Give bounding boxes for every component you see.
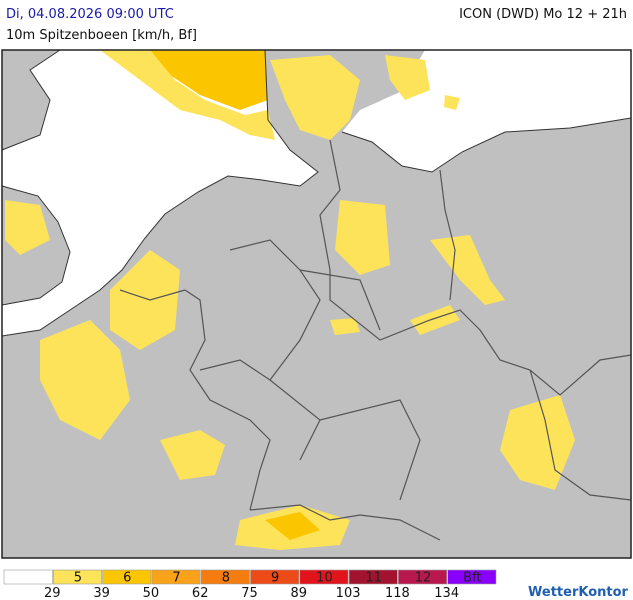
coastline xyxy=(1,49,632,337)
legend-swatch xyxy=(3,569,53,585)
gust-area xyxy=(430,235,505,305)
gust-area xyxy=(410,305,460,335)
legend-bf-label: 10 xyxy=(316,571,333,586)
subtitle: 10m Spitzenboeen [km/h, Bf] xyxy=(6,28,197,43)
gust-area xyxy=(40,320,130,440)
legend-swatch xyxy=(398,569,447,585)
gust-area xyxy=(335,200,390,275)
map-frame xyxy=(1,49,632,559)
logo: WetterKontor xyxy=(528,585,629,600)
legend-kmh-label: 62 xyxy=(192,586,209,600)
state-border xyxy=(199,239,421,501)
legend-swatch xyxy=(102,569,152,585)
title-left: Di, 04.08.2026 09:00 UTC xyxy=(6,7,174,22)
legend-swatch xyxy=(52,569,102,585)
gust-area xyxy=(385,55,430,100)
legend-bf-label: Bft xyxy=(463,571,481,586)
legend-bf-label: 8 xyxy=(222,571,230,586)
legend-kmh-label: 103 xyxy=(336,586,361,600)
gust-area xyxy=(500,395,575,490)
legend-swatch xyxy=(447,569,497,585)
legend-swatch xyxy=(250,569,300,585)
gust-area xyxy=(100,50,275,140)
legend-kmh-label: 118 xyxy=(385,586,410,600)
legend-kmh-label: 89 xyxy=(291,586,308,600)
legend-kmh-label: 75 xyxy=(241,586,258,600)
legend-kmh-label: 39 xyxy=(93,586,110,600)
legend-bf-label: 6 xyxy=(123,571,131,586)
legend-bf-label: 12 xyxy=(415,571,432,586)
legend-swatch xyxy=(348,569,398,585)
legend-swatch xyxy=(299,569,349,585)
legend-swatch xyxy=(151,569,201,585)
legend-bf-label: 7 xyxy=(172,571,180,586)
gust-area xyxy=(444,95,460,110)
map xyxy=(1,49,632,559)
legend-bf-label: 9 xyxy=(271,571,279,586)
legend-bf-label: 5 xyxy=(74,571,82,586)
legend-kmh-label: 50 xyxy=(143,586,160,600)
gust-area xyxy=(110,250,180,350)
legend-bf-label: 11 xyxy=(365,571,382,586)
gust-area xyxy=(150,50,268,110)
legend-swatch xyxy=(200,569,250,585)
gust-area xyxy=(5,200,50,255)
legend-kmh-label: 29 xyxy=(44,586,61,600)
gust-area xyxy=(160,430,225,480)
gust-area xyxy=(265,512,320,540)
gust-area xyxy=(330,318,360,335)
gust-area xyxy=(270,55,360,140)
legend-kmh-label: 134 xyxy=(434,586,459,600)
country-border xyxy=(119,139,632,541)
title-right: ICON (DWD) Mo 12 + 21h xyxy=(459,7,627,22)
